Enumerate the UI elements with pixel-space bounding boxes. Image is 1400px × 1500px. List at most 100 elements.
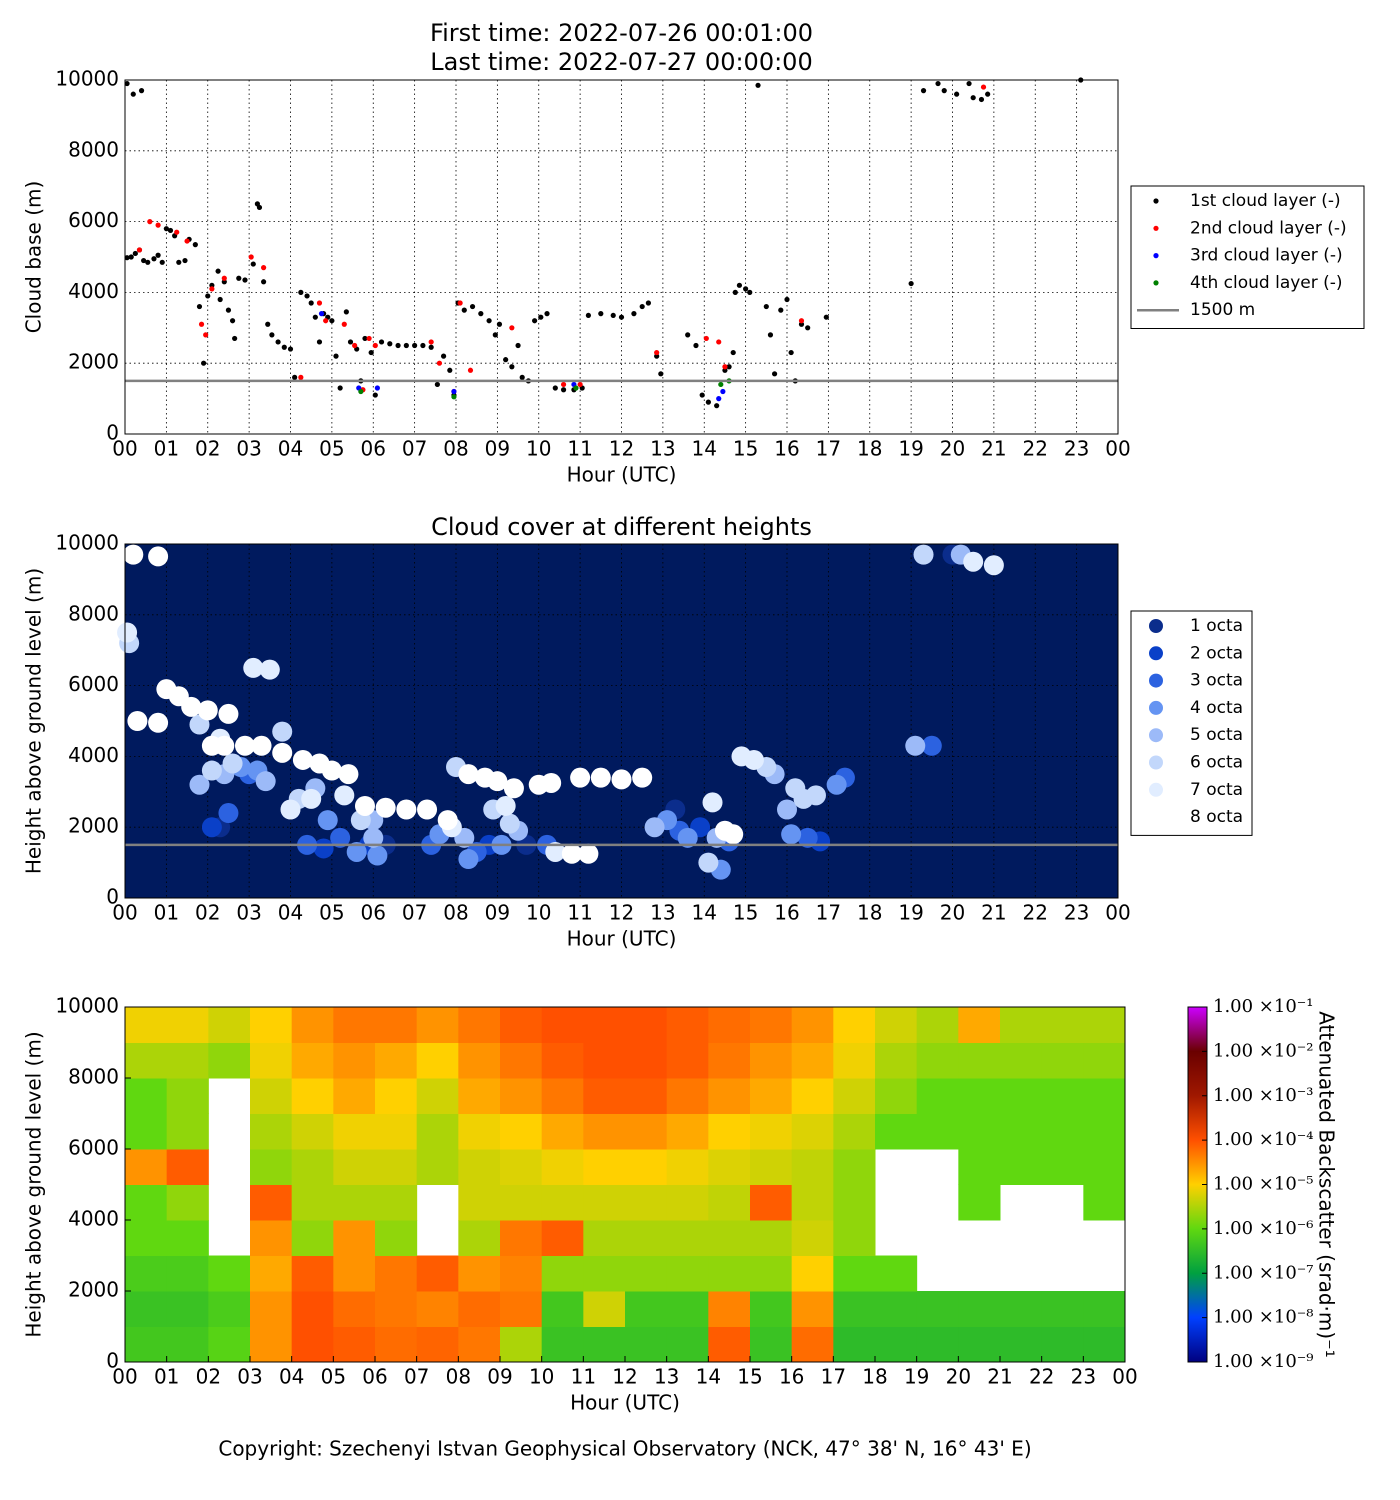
heatmap-cell (750, 1149, 793, 1185)
point (716, 339, 722, 345)
x-tick-label: 08 (446, 1365, 471, 1389)
point (941, 88, 947, 94)
heatmap-cell (250, 1326, 293, 1363)
x-tick-label: 13 (650, 437, 675, 461)
point (577, 381, 583, 388)
point (797, 827, 818, 848)
point (201, 817, 222, 838)
heatmap-cell (333, 1220, 376, 1256)
point (978, 96, 985, 103)
heatmap-cell (208, 1255, 251, 1292)
point (417, 799, 438, 820)
x-tick-label: 14 (696, 1365, 721, 1389)
legend-label: 6 octa (1190, 753, 1243, 773)
point (136, 247, 143, 253)
point (337, 385, 343, 391)
heatmap-cell (916, 1113, 959, 1150)
heatmap-cell (250, 1113, 293, 1150)
legend: 1 octa 2 octa 3 octa 4 octa 5 octa 6 octa 7 oc… (1130, 610, 1253, 836)
colorbar-tick-label: 1.00 ×10⁻⁸ (1213, 1307, 1314, 1328)
x-tick-label: 22 (1029, 1365, 1054, 1389)
heatmap-cell (583, 1078, 626, 1114)
x-tick-label: 13 (650, 901, 675, 925)
point (935, 80, 941, 87)
point (222, 753, 243, 774)
heatmap-cell (1083, 1291, 1126, 1327)
point (920, 88, 927, 94)
heatmap-cell (750, 1078, 793, 1114)
point (420, 342, 426, 349)
point (312, 314, 318, 320)
point (151, 256, 157, 262)
heatmap-cell (958, 1149, 1001, 1185)
heatmap-cell (125, 1326, 168, 1363)
point (176, 259, 182, 265)
heatmap-cell (833, 1042, 876, 1079)
point (198, 321, 205, 327)
x-tick-label: 19 (904, 1365, 929, 1389)
heatmap-cell (541, 1220, 584, 1256)
y-tick-label: 8000 (68, 1065, 119, 1089)
heatmap-cell (541, 1255, 584, 1292)
point (743, 749, 764, 770)
point (644, 817, 665, 838)
point (913, 544, 934, 565)
point (280, 799, 301, 820)
heatmap-cell (250, 1255, 293, 1292)
legend-label: 3 octa (1190, 671, 1243, 691)
x-tick-label: 23 (1064, 901, 1089, 925)
point (261, 265, 267, 271)
heatmap-cell (458, 1291, 501, 1327)
heatmap-cell (291, 1149, 334, 1185)
heatmap-cell (708, 1326, 751, 1363)
heatmap-cell (833, 1113, 876, 1150)
x-tick-label: 04 (279, 1365, 304, 1389)
heatmap-cell (125, 1255, 168, 1292)
heatmap-cell (875, 1291, 918, 1327)
x-tick-label: 06 (361, 901, 386, 925)
heatmap-cell (208, 1326, 251, 1363)
heatmap-cell (791, 1220, 834, 1256)
point (805, 325, 811, 331)
y-tick-label: 4000 (68, 1207, 119, 1231)
heatmap-cell (458, 1255, 501, 1292)
point (117, 622, 138, 643)
heatmap-cell (125, 1149, 168, 1185)
point (777, 799, 797, 820)
point (265, 321, 271, 327)
point (771, 371, 778, 377)
heatmap-cell (166, 1326, 209, 1363)
point (639, 303, 645, 310)
point (308, 300, 314, 306)
point (372, 392, 378, 398)
heatmap-cell (916, 1078, 959, 1114)
legend-label: 2 octa (1190, 643, 1243, 663)
x-axis-label: Hour (UTC) (567, 463, 677, 487)
heatmap-cell (166, 1255, 209, 1292)
point (458, 764, 479, 785)
heatmap-cell (583, 1042, 626, 1079)
point (610, 312, 616, 319)
x-tick-label: 05 (319, 437, 344, 461)
point (560, 381, 567, 388)
point (730, 349, 736, 356)
heatmap-cell (833, 1220, 876, 1256)
heatmap-cell (333, 1078, 376, 1114)
point (570, 767, 591, 788)
heatmap-cell (1041, 1291, 1084, 1327)
point (631, 311, 637, 317)
point (205, 293, 211, 299)
heatmap-cell (500, 1326, 543, 1363)
x-tick-label: 02 (195, 437, 220, 461)
heatmap-cell (375, 1113, 418, 1150)
heatmap-cell (916, 1326, 959, 1363)
point (343, 309, 349, 315)
x-tick-label: 21 (981, 437, 1006, 461)
legend-marker (1149, 619, 1163, 633)
point (395, 342, 401, 349)
heatmap-cell (333, 1042, 376, 1079)
point (363, 827, 384, 848)
heatmap-cell (916, 1291, 959, 1327)
point (705, 399, 711, 405)
point (130, 91, 136, 97)
